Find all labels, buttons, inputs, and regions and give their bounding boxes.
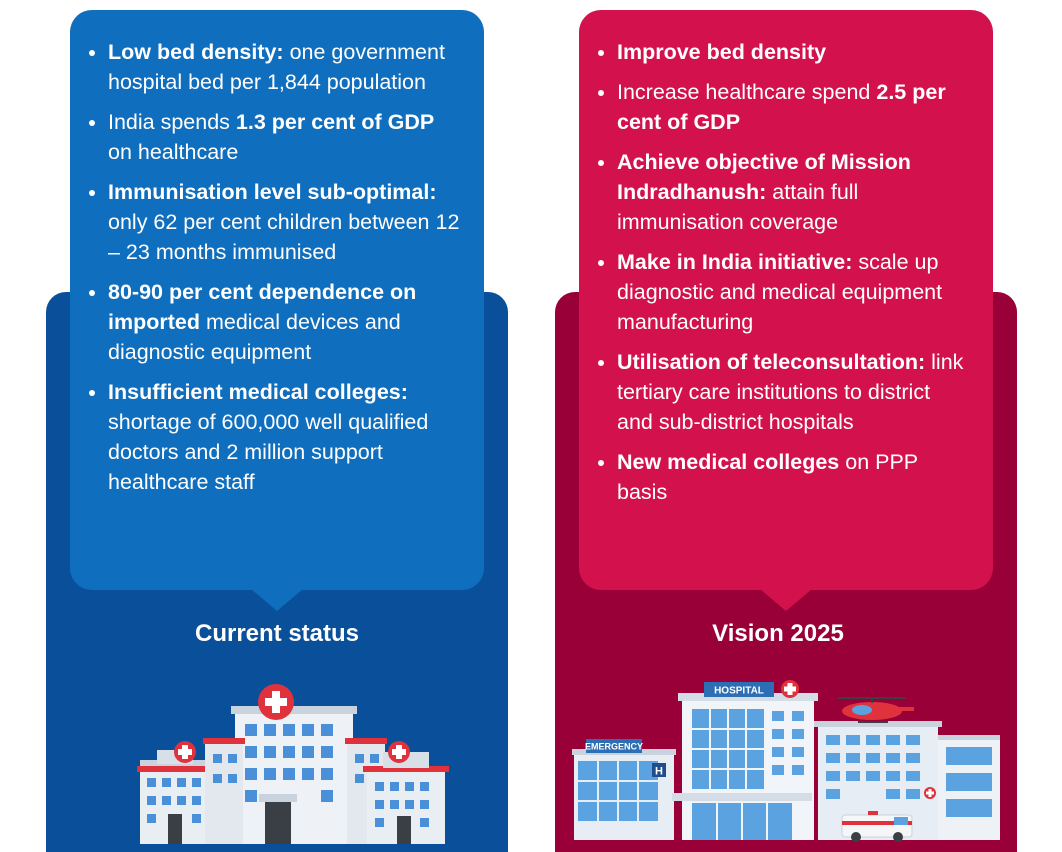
current-status-caption: Current status — [194, 620, 360, 647]
vision-2025-caption: Vision 2025 — [712, 620, 844, 647]
vision-2025-list: Improve bed density Increase healthcare … — [579, 37, 971, 517]
vision-2025-list-card: Improve bed density Increase healthcare … — [579, 10, 993, 590]
list-item: Improve bed density — [579, 37, 971, 67]
current-status-pointer — [251, 589, 303, 611]
ambulance-icon — [841, 811, 913, 842]
current-status-list: Low bed density: one government hospital… — [70, 37, 462, 507]
list-item: Low bed density: one government hospital… — [70, 37, 462, 97]
list-item: Immunisation level sub-optimal: only 62 … — [70, 177, 462, 267]
list-item: Achieve objective of Mission Indradhanus… — [579, 147, 971, 237]
list-item: India spends 1.3 per cent of GDP on heal… — [70, 107, 462, 167]
hospital-buildings-icon — [137, 684, 449, 844]
list-item: 80-90 per cent dependence on imported me… — [70, 277, 462, 367]
list-item: Increase healthcare spend 2.5 per cent o… — [579, 77, 971, 137]
helicopter-icon — [838, 697, 914, 723]
list-item: Utilisation of teleconsultation: link te… — [579, 347, 971, 437]
list-item: Make in India initiative: scale up diagn… — [579, 247, 971, 337]
h-sign: H — [655, 766, 663, 778]
hospital-sign: HOSPITAL — [714, 686, 764, 697]
modern-hospital-icon: EMERGENCY H HOSPITAL — [572, 680, 1000, 842]
emergency-sign: EMERGENCY — [585, 742, 643, 752]
list-item: New medical colleges on PPP basis — [579, 447, 971, 507]
list-item: Insufficient medical colleges: shortage … — [70, 377, 462, 497]
vision-2025-pointer — [760, 589, 812, 611]
current-status-list-card: Low bed density: one government hospital… — [70, 10, 484, 590]
